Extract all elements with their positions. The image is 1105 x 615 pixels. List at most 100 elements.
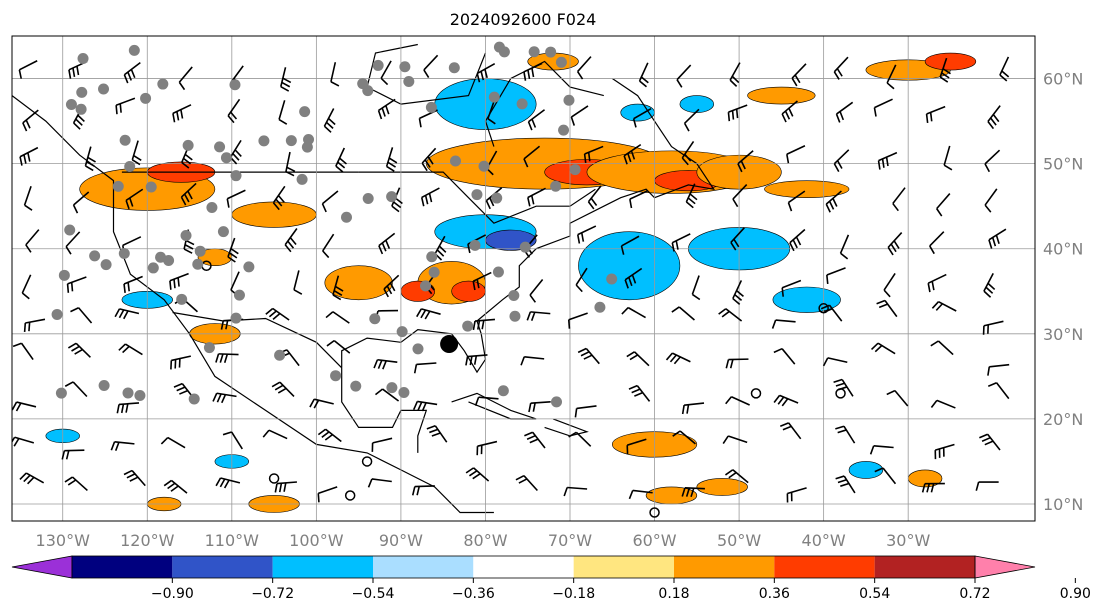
station-dot-icon bbox=[488, 91, 500, 103]
wind-barb-icon bbox=[835, 101, 854, 123]
colorbar-segment bbox=[373, 556, 474, 578]
wind-barb-icon bbox=[285, 151, 296, 177]
calm-circle-icon bbox=[268, 473, 280, 484]
station-dot-icon bbox=[233, 289, 245, 301]
wind-barb-icon bbox=[326, 339, 351, 354]
wind-barb-icon bbox=[212, 392, 237, 404]
wind-barb-icon bbox=[265, 307, 290, 321]
wind-barb-icon bbox=[472, 318, 496, 331]
wind-barb-icon bbox=[84, 146, 96, 172]
wind-barb-icon bbox=[465, 354, 488, 366]
wind-barb-icon bbox=[178, 66, 193, 91]
station-dot-icon bbox=[428, 266, 440, 278]
station-dot-icon bbox=[491, 192, 503, 204]
station-dots bbox=[51, 41, 618, 408]
wind-barb-icon bbox=[271, 381, 295, 397]
wind-barb-icon bbox=[523, 62, 543, 81]
wind-barb-icon bbox=[927, 273, 947, 293]
wind-barb-icon bbox=[577, 347, 600, 365]
wind-barb-icon bbox=[876, 299, 898, 318]
wind-barb-icon bbox=[727, 104, 748, 122]
wind-barb-icon bbox=[226, 189, 246, 208]
station-dot-icon bbox=[469, 239, 481, 251]
wind-barb-icon bbox=[835, 475, 856, 494]
wind-barb-icon bbox=[262, 429, 288, 440]
latitude-label: 10°N bbox=[1043, 495, 1083, 514]
station-dot-icon bbox=[396, 326, 408, 338]
station-dot-icon bbox=[220, 152, 232, 164]
wind-barb-icon bbox=[568, 431, 592, 447]
station-dot-icon bbox=[563, 94, 575, 106]
wind-barb-icon bbox=[737, 150, 754, 173]
longitude-tick-labels: 130°W 120°W 110°W 100°W 90°W 80°W 70°W 60°W 50°W… bbox=[36, 531, 931, 550]
station-dot-icon bbox=[229, 79, 241, 91]
station-dot-icon bbox=[157, 78, 169, 90]
wind-barb-icon bbox=[628, 384, 651, 402]
colorbar-outline bbox=[71, 555, 976, 579]
wind-barb-icon bbox=[779, 422, 802, 440]
wind-barb-icon bbox=[284, 228, 298, 253]
station-dot-icon bbox=[203, 342, 215, 354]
wind-barb-icon bbox=[730, 227, 745, 251]
station-dot-icon bbox=[372, 59, 384, 71]
colorbar-extend-low bbox=[11, 555, 73, 579]
station-dot-icon bbox=[492, 266, 504, 278]
wind-barb-icon bbox=[984, 188, 998, 213]
shading-patch bbox=[679, 95, 715, 113]
wind-barb-icon bbox=[781, 279, 802, 297]
wind-barb-icon bbox=[222, 431, 243, 450]
wind-barb-icon bbox=[873, 98, 893, 117]
wind-barb-icon bbox=[982, 320, 1004, 335]
wind-barb-icon bbox=[665, 352, 691, 365]
colorbar-tick-label: −0.36 bbox=[452, 586, 495, 602]
wind-barb-icon bbox=[883, 272, 896, 298]
wind-barb-icon bbox=[472, 271, 492, 291]
colorbar-tick-label: −0.18 bbox=[552, 586, 595, 602]
wind-barb-icon bbox=[934, 443, 955, 460]
station-dot-icon bbox=[176, 293, 188, 305]
wind-barb-icon bbox=[583, 145, 604, 163]
station-dot-icon bbox=[450, 155, 462, 167]
station-dot-icon bbox=[606, 273, 618, 285]
wind-barb-icon bbox=[672, 430, 696, 445]
wind-barb-icon bbox=[12, 342, 34, 361]
wind-barb-icon bbox=[321, 190, 339, 213]
latitude-tick-labels: 60°N 50°N 40°N 30°N 20°N 10°N bbox=[1043, 70, 1083, 514]
wind-barb-icon bbox=[380, 60, 392, 86]
station-dot-icon bbox=[77, 53, 89, 65]
longitude-label: 110°W bbox=[205, 531, 260, 550]
wind-barb-icon bbox=[781, 100, 798, 123]
wind-barb-icon bbox=[718, 308, 743, 322]
latitude-label: 50°N bbox=[1043, 155, 1083, 174]
wind-barb-icon bbox=[835, 425, 856, 444]
station-dot-icon bbox=[398, 387, 410, 399]
wind-barb-icon bbox=[576, 56, 592, 80]
shading-patch bbox=[924, 52, 977, 71]
wind-barb-icon bbox=[227, 237, 239, 263]
colorbar-tick-label: −0.90 bbox=[151, 586, 194, 602]
wind-barb-icon bbox=[870, 342, 896, 355]
wind-barb-icon bbox=[215, 353, 239, 364]
wind-barb-icon bbox=[527, 187, 546, 207]
station-dot-icon bbox=[112, 180, 124, 192]
wind-barb-icon bbox=[626, 351, 650, 367]
wind-barb-icon bbox=[624, 267, 643, 289]
wind-barb-icon bbox=[987, 105, 1001, 130]
wind-barb-icon bbox=[65, 231, 81, 255]
wind-barb-icon bbox=[374, 388, 400, 402]
wind-barb-icon bbox=[280, 67, 292, 92]
wind-barb-icon bbox=[524, 431, 546, 449]
wind-barb-icon bbox=[476, 440, 498, 456]
colorbar-segment bbox=[674, 556, 775, 578]
station-dot-icon bbox=[594, 301, 606, 313]
wind-barb-icon bbox=[979, 433, 1001, 451]
wind-barb-icon bbox=[621, 306, 646, 319]
station-dot-icon bbox=[551, 396, 563, 408]
station-dot-icon bbox=[100, 259, 112, 271]
map-border bbox=[11, 35, 1036, 522]
wind-barb-icon bbox=[629, 189, 649, 209]
wind-barb-icon bbox=[681, 140, 695, 166]
wind-barb-icon bbox=[487, 99, 496, 125]
wind-barb-icon bbox=[563, 486, 588, 497]
wind-barb-icon bbox=[671, 233, 691, 252]
